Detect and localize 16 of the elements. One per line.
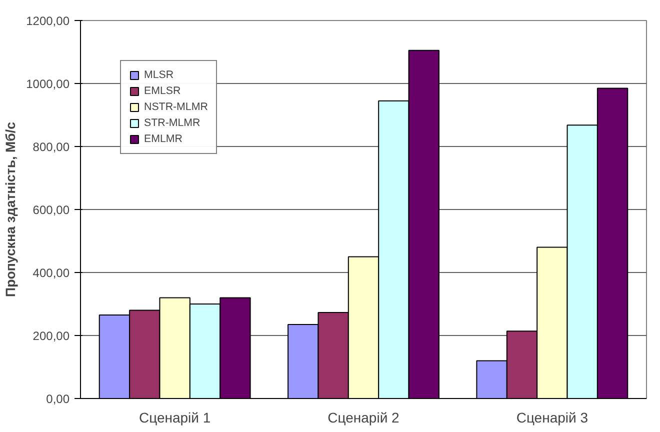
y-tick-label: 1200,00 [26, 14, 70, 28]
x-tick-label: Сценарій 2 [328, 410, 400, 426]
y-tick-label: 0,00 [46, 392, 70, 406]
y-tick-label: 200,00 [32, 329, 70, 343]
x-tick-label: Сценарій 3 [516, 410, 588, 426]
y-tick-label: 800,00 [32, 140, 70, 154]
legend-label: MLSR [144, 69, 174, 81]
legend-label: EMLSR [144, 85, 181, 97]
legend-label: STR-MLMR [144, 117, 200, 129]
legend-label: EMLMR [144, 133, 182, 145]
y-tick-label: 600,00 [32, 203, 70, 217]
y-tick-label: 400,00 [32, 266, 70, 280]
y-axis-title: Пропускна здатність, Мб/с [3, 121, 18, 298]
y-tick-label: 1000,00 [26, 77, 70, 91]
x-tick-label: Сценарій 1 [139, 410, 211, 426]
legend-label: NSTR-MLMR [144, 101, 208, 113]
